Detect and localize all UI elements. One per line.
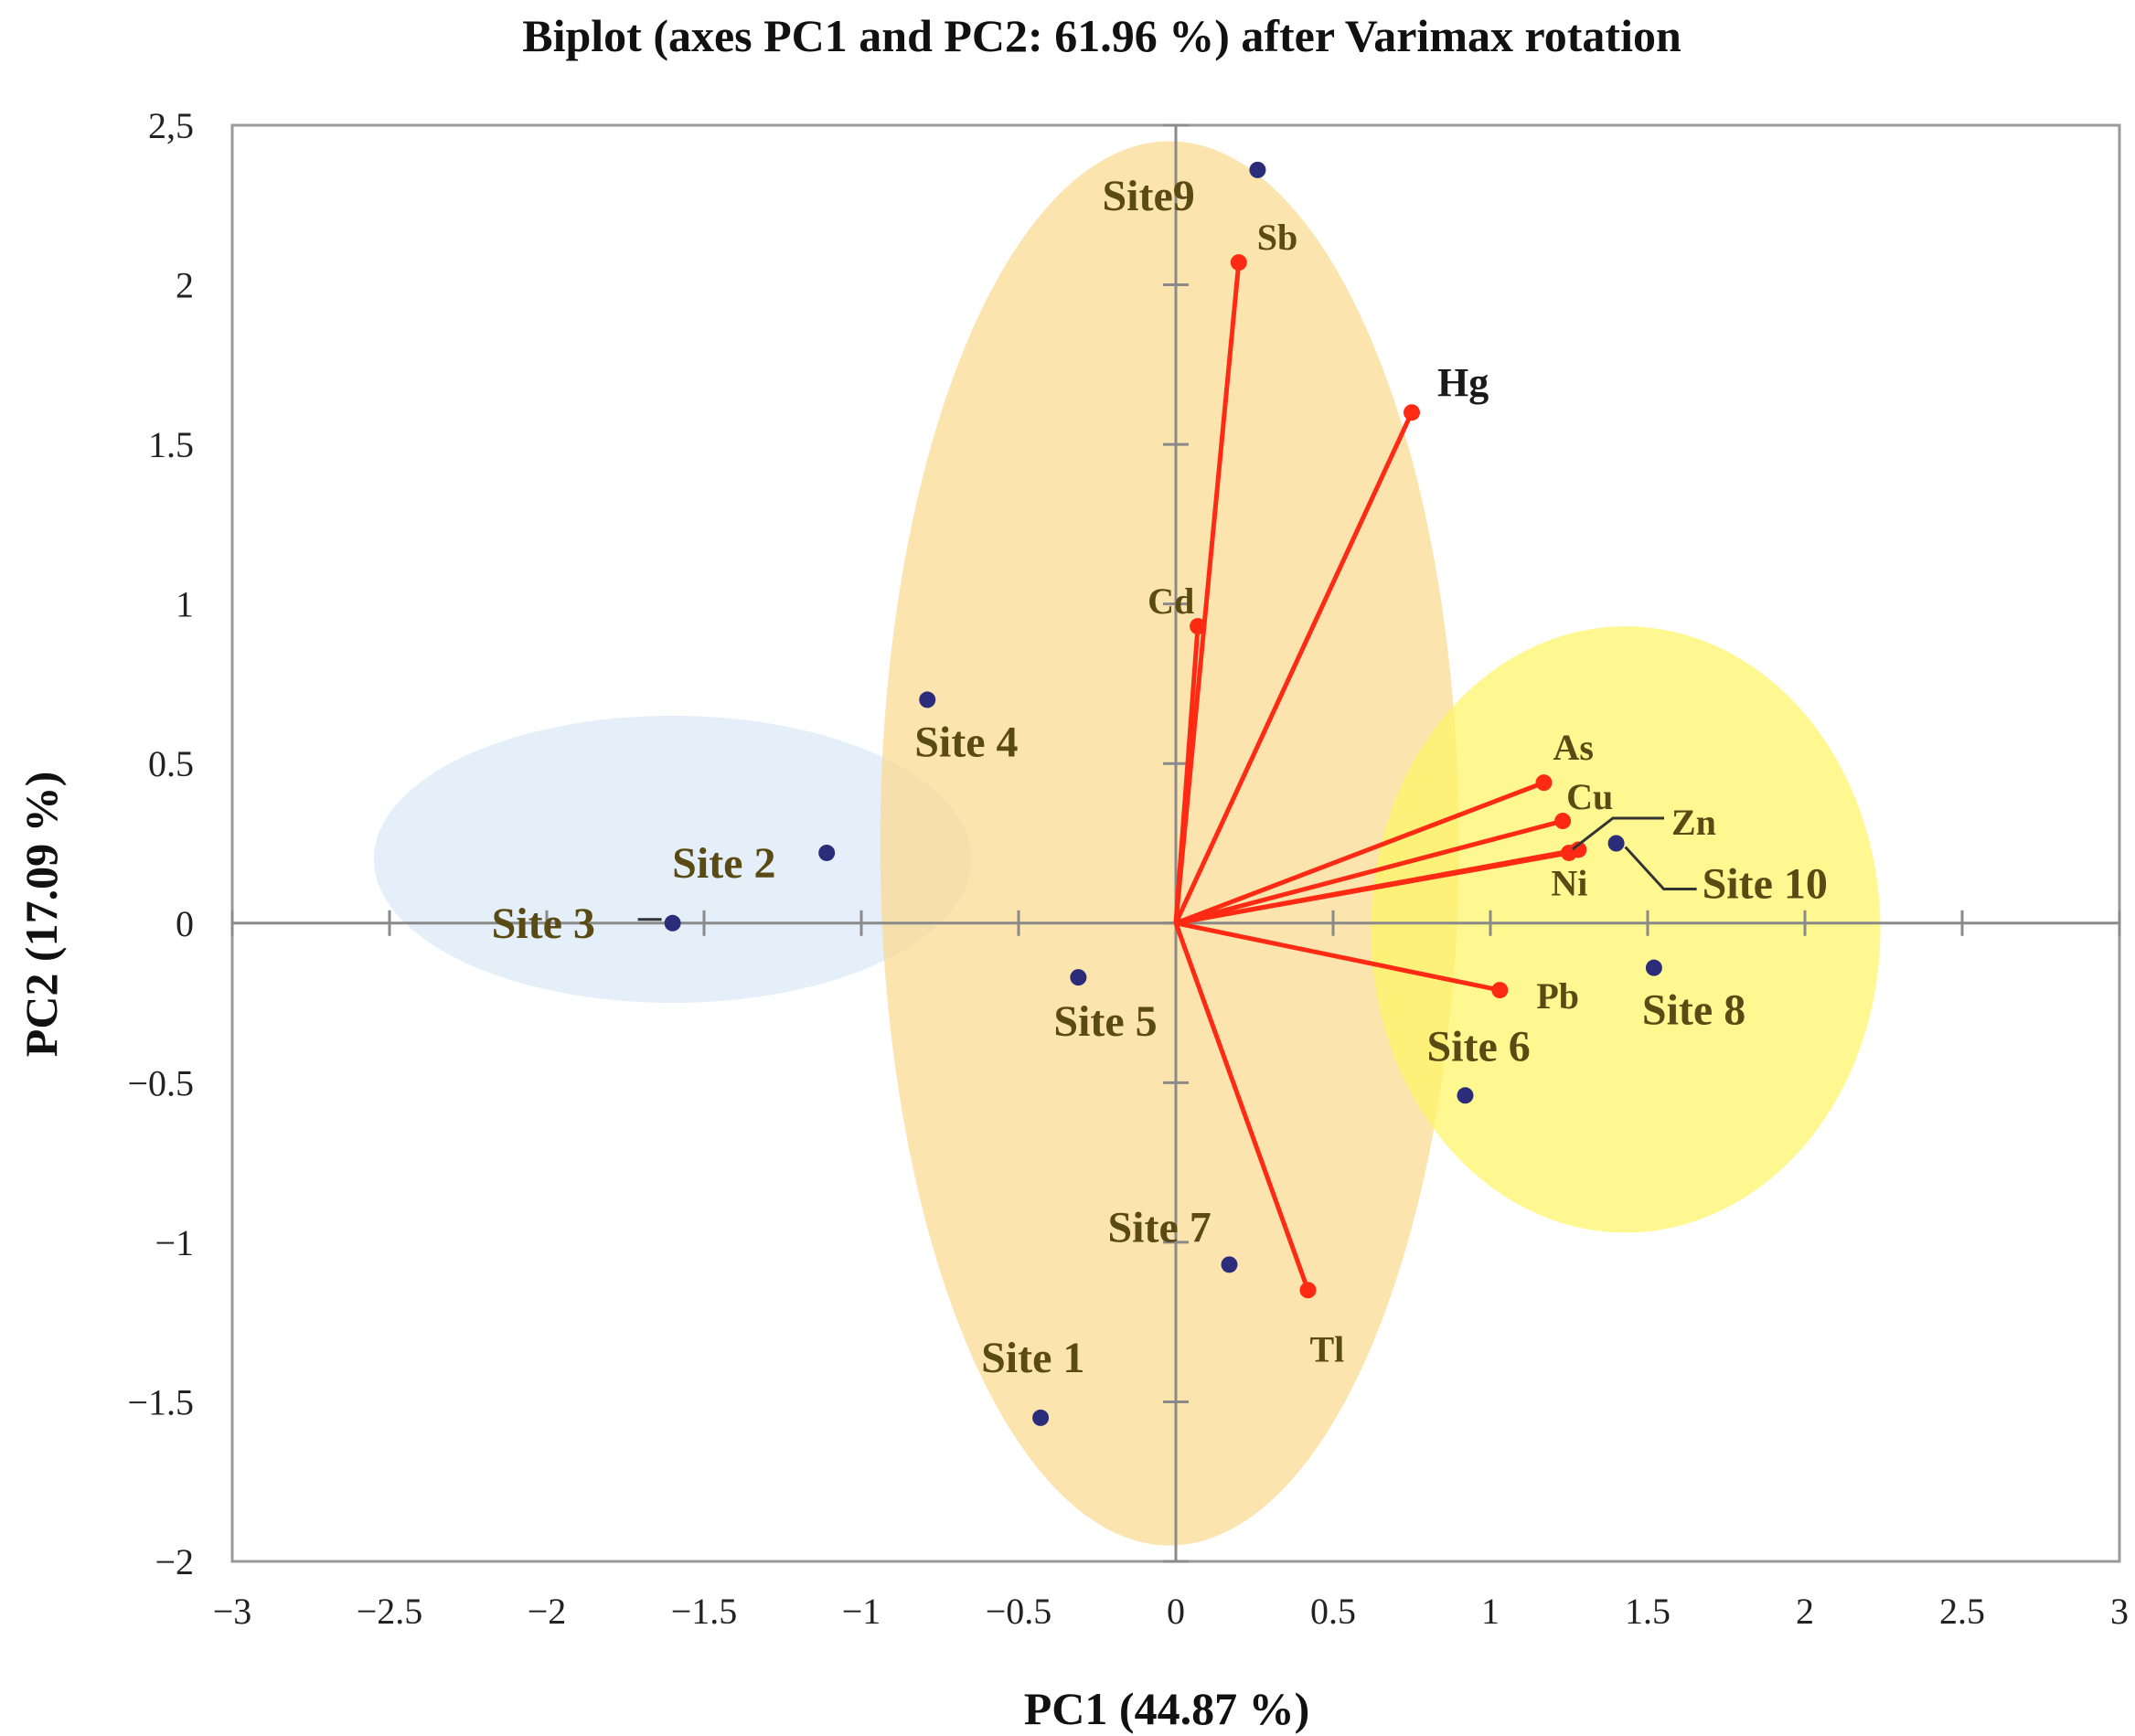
site-label-site7: Site 7 — [1107, 1203, 1211, 1251]
y-tick-label: 1 — [176, 584, 194, 625]
vector-as — [1175, 780, 1545, 926]
cluster-ellipses — [373, 141, 1881, 1546]
x-tick-label: −1.5 — [671, 1591, 738, 1632]
tick-labels: −3 −2.5 −2 −1.5 −1 −0.5 0 0.5 1 1.5 2 2.5 3 −2 −1.5 −1 −… — [127, 105, 2129, 1632]
site-label-site2: Site 2 — [672, 839, 775, 888]
vector-ni — [1175, 847, 1579, 926]
variable-label-sb: Sb — [1257, 217, 1298, 258]
chart-title: Biplot (axes PC1 and PC2: 61.96 %) after… — [522, 10, 1681, 61]
right-cluster — [1371, 626, 1881, 1233]
x-axis-title: PC1 (44.87 %) — [1024, 1683, 1309, 1734]
point-site8 — [1645, 959, 1662, 976]
left-cluster — [373, 715, 972, 1004]
site-label-site8: Site 8 — [1642, 986, 1745, 1035]
x-tick-label: 2 — [1796, 1591, 1814, 1632]
vector-hg — [1173, 411, 1414, 924]
variable-label-as: As — [1553, 727, 1593, 768]
x-tick-label: −2 — [528, 1591, 567, 1632]
x-tick-label: 1.5 — [1625, 1591, 1671, 1632]
zn-connector — [1572, 816, 1664, 851]
site-10-connector — [1624, 846, 1697, 890]
site-label-site4: Site 4 — [914, 718, 1018, 766]
point-site4 — [919, 691, 936, 708]
vector-pb — [1175, 921, 1500, 993]
vector-cu — [1175, 818, 1564, 926]
site-label-site1: Site 1 — [981, 1334, 1084, 1382]
vector-tip-cd — [1190, 618, 1207, 635]
point-site5 — [1070, 969, 1087, 986]
site-label-site3: Site 3 — [492, 900, 595, 948]
point-site6 — [1457, 1087, 1474, 1104]
variable-vectors — [1173, 254, 1587, 1299]
point-site7 — [1221, 1256, 1238, 1273]
observation-points — [664, 161, 1662, 1426]
point-site3 — [664, 914, 681, 932]
y-tick-label: 2 — [176, 265, 194, 306]
x-tick-label: 2.5 — [1939, 1591, 1985, 1632]
vector-tip-sb — [1230, 254, 1247, 272]
vector-tip-hg — [1404, 404, 1420, 421]
vector-cd — [1173, 625, 1201, 923]
variable-label-cd: Cd — [1148, 580, 1194, 622]
variable-label-hg: Hg — [1437, 360, 1489, 405]
site-label-site5: Site 5 — [1053, 997, 1157, 1046]
site-label-site9: Site9 — [1102, 172, 1194, 220]
point-site2 — [818, 844, 836, 861]
y-tick-label: 2,5 — [148, 105, 194, 146]
variable-label-zn: Zn — [1671, 802, 1716, 843]
x-tick-label: 3 — [2110, 1591, 2129, 1632]
vector-tl — [1173, 921, 1310, 1292]
variable-label-pb: Pb — [1536, 975, 1579, 1017]
x-tick-label: 0 — [1167, 1591, 1185, 1632]
x-tick-label: −1 — [842, 1591, 881, 1632]
y-tick-label: 0.5 — [148, 743, 194, 784]
x-tick-label: −3 — [213, 1591, 252, 1632]
point-site1 — [1032, 1409, 1050, 1426]
y-tick-label: −1.5 — [127, 1381, 194, 1422]
site-label-site6: Site 6 — [1426, 1022, 1530, 1070]
y-axis-title: PC2 (17.09 %) — [16, 772, 67, 1057]
point-labels: Site 1 Site 2 Site 3 Site 4 Site 5 Site 6 Site… — [492, 172, 1828, 1382]
x-tick-label: 0.5 — [1310, 1591, 1356, 1632]
y-tick-label: −0.5 — [127, 1062, 194, 1103]
vector-sb — [1173, 261, 1242, 924]
variable-label-ni: Ni — [1551, 862, 1587, 903]
vector-tip-pb — [1491, 982, 1509, 999]
vector-tip-tl — [1299, 1282, 1317, 1299]
y-tick-label: 0 — [176, 903, 194, 944]
y-tick-label: −1 — [155, 1222, 194, 1263]
vector-tip-ni — [1570, 841, 1587, 858]
site-label-site10: Site 10 — [1703, 860, 1828, 909]
x-tick-label: −2.5 — [357, 1591, 423, 1632]
middle-cluster — [880, 141, 1459, 1546]
point-site10 — [1607, 835, 1625, 852]
vector-tip-cu — [1554, 813, 1572, 830]
y-tick-label: −2 — [155, 1541, 194, 1582]
y-tick-label: 1.5 — [148, 424, 194, 465]
x-tick-label: −0.5 — [986, 1591, 1052, 1632]
x-tick-label: 1 — [1481, 1591, 1500, 1632]
variable-label-cu: Cu — [1566, 776, 1613, 817]
vector-tip-as — [1535, 774, 1553, 792]
variable-label-tl: Tl — [1309, 1328, 1344, 1369]
point-site9 — [1249, 161, 1266, 178]
